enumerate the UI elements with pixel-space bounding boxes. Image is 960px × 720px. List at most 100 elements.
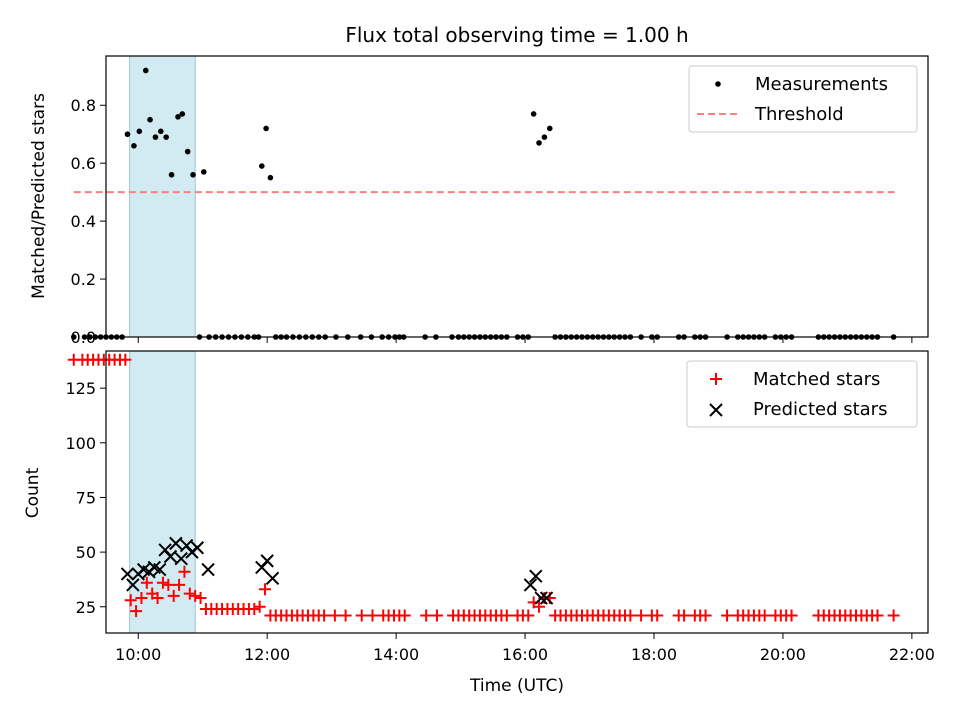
matched-star-point [124,594,137,607]
measurement-point [70,334,77,340]
matched-star-point [328,609,341,622]
top-legend-box [688,65,918,133]
y-tick-label: 0.4 [71,212,96,231]
matched-star-point [318,609,331,622]
matched-star-point [119,353,132,366]
matched-star-point [355,609,368,622]
matched-star-point [248,602,261,615]
matched-star-point [651,609,664,622]
matched-star-point [624,609,637,622]
bottom-legend: Matched stars Predicted stars [686,360,918,428]
predicted-star-point [529,569,543,583]
matched-star-point [500,609,513,622]
bottom-legend-box [686,360,918,428]
measurement-point [92,334,99,340]
y-tick-label: 50 [76,543,96,562]
observing-window-span [129,350,196,634]
bottom-axes-frame [105,350,929,634]
matched-star-point [758,609,771,622]
measurement-point [168,171,175,178]
measurement-point [200,169,207,175]
measurement-point [263,125,269,132]
predicted-star-point [534,591,548,605]
matched-star-point [135,592,148,605]
measurement-point [546,125,553,132]
top-y-axis-label: Matched/Predicted stars [29,93,49,299]
measurement-point [175,114,181,120]
matched-star-point [140,576,153,589]
matched-star-point [156,576,169,589]
measurement-point [259,163,265,169]
matched-star-point [189,589,202,602]
y-tick-label: 100 [65,434,96,453]
predicted-star-point [163,549,178,564]
x-tick-label: 20:00 [760,645,806,664]
matched-star-point [430,609,443,622]
measurement-point [158,128,164,135]
matched-star-point [533,600,546,613]
predicted-star-point [260,554,274,568]
measurement-point [530,111,537,117]
measurement-point [184,148,191,155]
measurement-point [81,334,88,340]
y-tick-label: 0.8 [71,96,96,115]
y-tick-label: 25 [76,598,96,617]
top-y-ticks: 0.0 0.2 0.4 0.6 0.8 [71,96,106,347]
legend-threshold-label: Threshold [754,104,844,125]
matched-star-point [871,609,884,622]
x-tick-label: 10:00 [115,645,161,664]
measurement-point [163,134,169,140]
legend-matched-marker [710,373,722,385]
matched-star-point [785,609,798,622]
bottom-y-ticks: 25 50 75 100 125 [65,379,106,617]
measurement-point [124,131,131,138]
predicted-star-point [153,562,167,577]
bottom-shaded-span [129,350,196,634]
matched-star-point [167,589,180,602]
predicted-star-point [190,541,205,555]
matched-star-point [151,592,164,605]
top-x-ticks [137,337,913,343]
matched-star-point [366,609,379,622]
top-legend: Measurements Threshold [688,65,918,133]
legend-measurements-label: Measurements [755,74,888,95]
predicted-star-point [265,571,280,586]
x-tick-label: 16:00 [502,645,548,664]
matched-star-point [678,609,691,622]
measurement-point [147,116,153,123]
predicted-star-point [120,567,135,581]
observing-window-span [129,55,196,338]
matched-star-point [183,587,196,600]
x-axis-label: Time (UTC) [469,676,564,696]
matched-star-point [699,609,712,622]
legend-predicted-marker [709,403,723,417]
measurement-point [142,67,149,74]
matched-star-point [194,592,207,605]
top-panel: 0.00.20.40.60.8 Matched/Predicted stars … [29,55,929,347]
legend-matched-label: Matched stars [753,369,880,390]
measurement-point [87,334,93,340]
x-tick-label: 18:00 [631,645,677,664]
matched-star-point [259,583,272,596]
y-tick-label: 125 [65,379,96,398]
bottom-plot-area [67,353,900,622]
legend-measurements-marker [715,81,721,87]
predicted-star-point [539,591,554,605]
matched-star-point [130,605,143,618]
matched-star-point [420,609,433,622]
predicted-star-point [201,562,215,577]
measurement-point [131,143,137,149]
chart-title: Flux total observing time = 1.00 h [345,23,688,47]
predicted-star-point [174,551,188,566]
bottom-x-ticks: 10:00 12:00 14:00 16:00 18:00 20:00 22:00 [115,633,935,664]
y-tick-label: 0.0 [71,328,96,347]
matched-star-point [173,578,186,591]
matched-star-point [721,609,734,622]
matched-star-point [178,565,191,578]
bottom-y-axis-label: Count [23,467,43,518]
measurement-point [190,171,196,178]
matched-star-point [339,609,352,622]
y-tick-label: 0.6 [71,154,96,173]
matched-star-point [522,609,535,622]
